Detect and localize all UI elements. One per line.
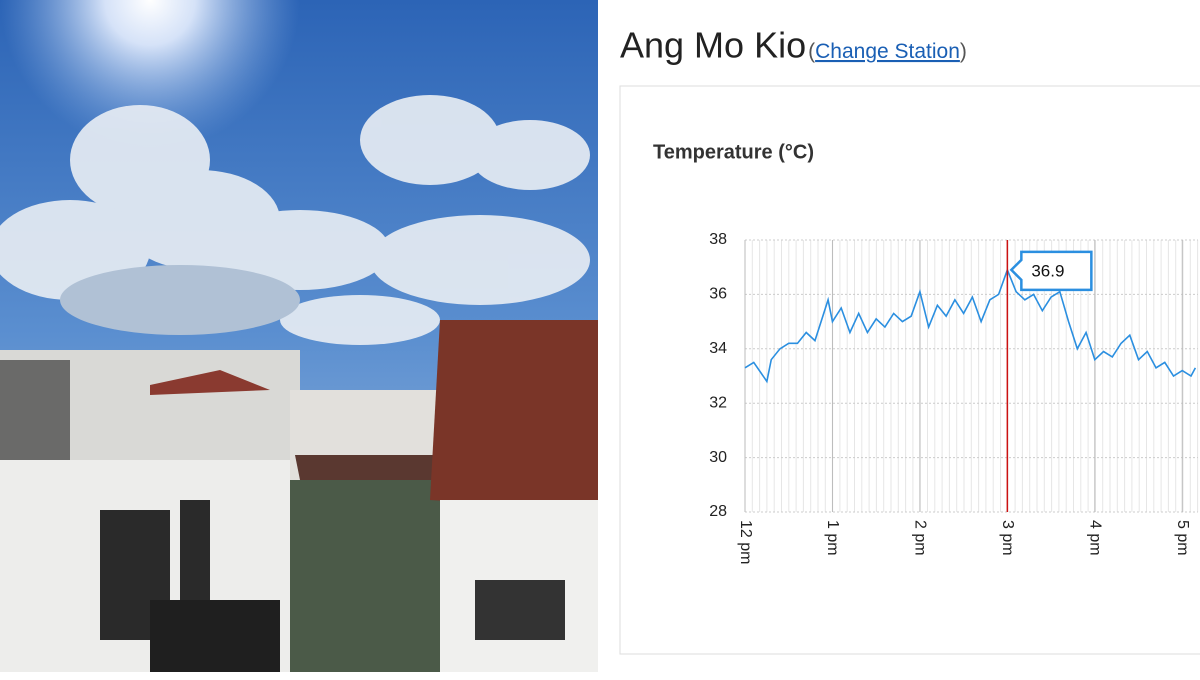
tooltip-value: 36.9 bbox=[1031, 261, 1064, 280]
x-tick-label: 1 pm bbox=[824, 520, 841, 556]
paren: ) bbox=[960, 40, 967, 63]
x-tick-label: 12 pm bbox=[737, 520, 754, 564]
change-station-link[interactable]: Change Station bbox=[815, 40, 960, 63]
x-tick-label: 4 pm bbox=[1087, 520, 1104, 556]
x-tick-label: 3 pm bbox=[999, 520, 1016, 556]
y-tick-label: 34 bbox=[709, 340, 727, 357]
y-tick-label: 30 bbox=[709, 449, 727, 466]
tooltip-box bbox=[1009, 250, 1093, 292]
y-tick-label: 28 bbox=[709, 503, 727, 520]
y-tick-label: 32 bbox=[709, 394, 727, 411]
y-tick-label: 38 bbox=[709, 231, 727, 248]
chart-panel bbox=[619, 85, 1200, 655]
link-group: (Change Station) bbox=[808, 40, 967, 63]
x-tick-label: 2 pm bbox=[912, 520, 929, 556]
temperature-line bbox=[744, 267, 1197, 384]
station-name: Ang Mo Kio bbox=[620, 25, 806, 66]
photo bbox=[0, 0, 598, 672]
y-tick-label: 36 bbox=[709, 286, 727, 303]
x-tick-label: 5 pm bbox=[1174, 520, 1191, 556]
paren: ( bbox=[808, 40, 815, 63]
chart-title: Temperature (°C) bbox=[653, 141, 814, 163]
